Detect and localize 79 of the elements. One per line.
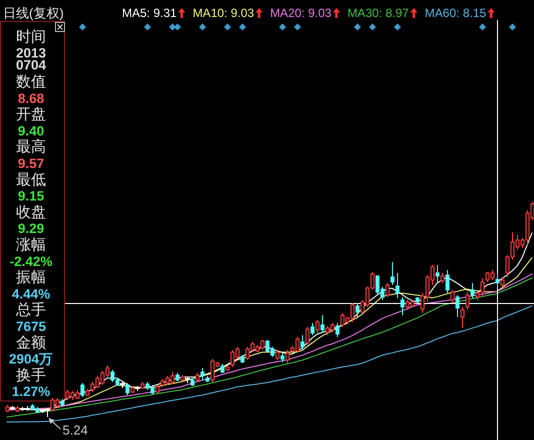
candlestick <box>140 381 144 390</box>
candlestick <box>300 334 304 350</box>
candlestick <box>156 384 160 394</box>
candlestick <box>135 386 140 392</box>
candlestick <box>476 292 480 301</box>
candlestick <box>386 282 390 298</box>
candlestick <box>276 349 280 361</box>
candlestick <box>196 372 200 382</box>
candlestick <box>206 375 210 382</box>
candlestick <box>240 354 244 364</box>
annotation: 5.24 <box>62 422 88 438</box>
annotation: 9.15 <box>18 188 45 204</box>
candlestick <box>460 306 464 328</box>
candlestick <box>310 322 314 336</box>
annotation: -2.42% <box>10 254 52 269</box>
candlestick <box>500 277 504 288</box>
candlestick <box>450 289 454 304</box>
text: 8.68 <box>18 90 45 106</box>
text: 最低 <box>16 171 46 188</box>
annotation: 4.44% <box>12 286 50 302</box>
candlestick <box>496 273 500 288</box>
text: 9.57 <box>18 156 44 171</box>
text: 数值 <box>16 74 46 90</box>
annotation: 2904万 <box>8 352 54 367</box>
candlestick <box>396 272 400 299</box>
candlestick <box>336 322 340 338</box>
candlestick <box>16 406 20 413</box>
candlestick <box>80 382 84 398</box>
candlestick <box>320 314 324 334</box>
annotation: 金额 <box>16 334 46 352</box>
text: 0704 <box>16 58 46 72</box>
candlestick <box>306 326 310 346</box>
annotation: 涨幅 <box>16 236 46 254</box>
text: MA10: 9.03 <box>192 6 254 20</box>
candlestick <box>190 378 194 387</box>
text: 9.40 <box>18 123 44 138</box>
annotation: 收盘 <box>16 204 46 221</box>
text: 开盘 <box>16 106 46 124</box>
candlestick <box>10 406 15 410</box>
annotation: 换手 <box>16 366 46 384</box>
candlestick <box>416 296 420 304</box>
candlestick <box>130 386 134 394</box>
chart-title: 日线(复权) <box>3 6 64 20</box>
candlestick <box>200 367 204 381</box>
annotation: 振幅 <box>16 269 46 286</box>
text: 时间 <box>16 28 46 46</box>
candlestick <box>446 269 450 294</box>
text: MA30: 8.97 <box>347 6 410 20</box>
candlestick <box>400 296 404 316</box>
candlestick <box>456 294 460 318</box>
annotation: 总手 <box>15 302 46 319</box>
candlestick <box>470 282 474 299</box>
candlestick <box>466 292 470 310</box>
candlestick <box>86 388 90 396</box>
candlestick <box>356 302 360 319</box>
candlestick <box>120 380 125 388</box>
text: MA20: 9.03 <box>270 6 332 20</box>
annotation: 9.29 <box>18 221 44 236</box>
text: MA5: 9.31 <box>122 6 178 20</box>
candlestick <box>480 277 484 298</box>
text: 2013 <box>16 46 46 60</box>
text: 最高 <box>16 138 46 156</box>
candlestick <box>390 261 394 286</box>
candlestick <box>185 376 190 384</box>
candlestick <box>440 272 444 284</box>
text: MA60: 8.15 <box>424 6 487 20</box>
candlestick <box>126 382 130 396</box>
candlestick <box>316 320 320 334</box>
candlestick <box>220 363 224 374</box>
candlestick <box>6 404 10 413</box>
candlestick <box>436 264 440 282</box>
candlestick <box>226 366 230 372</box>
candlestick <box>280 352 284 362</box>
candlestick <box>60 398 64 407</box>
candlestick <box>180 374 184 382</box>
annotation: 7675 <box>16 319 46 334</box>
annotation: 1.27% <box>12 384 50 400</box>
candlestick <box>176 372 180 382</box>
candlestick <box>286 349 290 364</box>
